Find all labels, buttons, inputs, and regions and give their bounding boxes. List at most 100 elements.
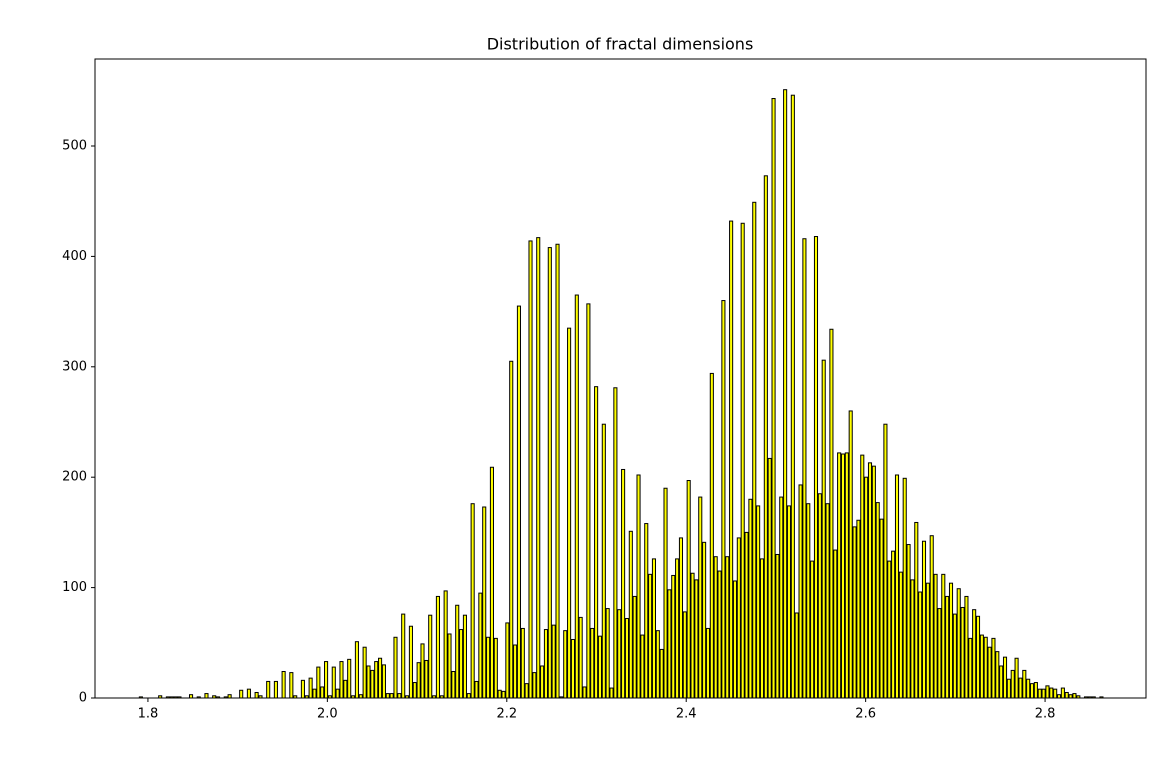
bar <box>713 556 718 699</box>
plot-frame <box>94 58 1147 699</box>
bar <box>864 476 869 699</box>
y-tick-label: 300 <box>62 359 87 374</box>
bar <box>497 689 502 699</box>
bar <box>459 629 464 699</box>
bar <box>424 659 429 699</box>
bar <box>717 570 722 699</box>
bar <box>362 646 367 699</box>
bar <box>486 636 491 699</box>
bar <box>813 236 819 699</box>
bar <box>513 644 518 699</box>
bar <box>408 625 413 699</box>
bar <box>817 493 822 699</box>
y-tick-label: 200 <box>62 470 87 485</box>
bar <box>929 535 934 699</box>
bar <box>412 682 417 699</box>
bar <box>667 589 672 699</box>
bar <box>740 222 745 699</box>
bar <box>979 634 984 699</box>
bar <box>779 496 784 699</box>
bar <box>613 387 618 699</box>
bar <box>347 658 352 699</box>
bar <box>802 238 807 699</box>
bar <box>690 572 695 699</box>
bar <box>1060 687 1065 699</box>
bar <box>370 669 375 699</box>
bar <box>540 665 545 699</box>
bar <box>686 480 691 699</box>
bar <box>478 592 483 699</box>
bar <box>447 633 452 699</box>
bar <box>837 452 842 699</box>
bar <box>891 550 896 699</box>
bar <box>956 588 961 699</box>
bar <box>732 580 738 699</box>
bar <box>1053 688 1058 699</box>
bar <box>628 530 633 699</box>
bar <box>1045 685 1050 699</box>
bar <box>775 553 780 699</box>
bar <box>879 518 884 699</box>
bar <box>833 549 838 699</box>
bar <box>509 360 514 699</box>
bar <box>621 468 626 699</box>
bar <box>435 595 440 699</box>
bar <box>617 609 622 699</box>
bar <box>941 573 946 699</box>
bar <box>852 526 857 699</box>
bar <box>721 300 726 699</box>
bar <box>663 487 668 699</box>
bar <box>894 474 900 699</box>
bar <box>563 630 568 699</box>
bar <box>636 474 641 699</box>
bar <box>590 627 595 699</box>
bar <box>821 359 826 699</box>
bar <box>420 643 425 699</box>
bar <box>567 327 572 699</box>
bar <box>763 175 768 699</box>
bar <box>725 556 730 699</box>
bar <box>910 579 915 699</box>
bar <box>335 688 340 699</box>
bar <box>574 294 579 699</box>
bar <box>501 690 506 699</box>
bar <box>1014 657 1019 699</box>
bar <box>204 693 209 699</box>
bar <box>829 328 834 699</box>
bar <box>1010 669 1015 699</box>
bar <box>991 637 996 699</box>
y-tick-label: 500 <box>62 138 87 153</box>
bar <box>783 89 788 699</box>
bar <box>489 466 494 699</box>
bar <box>794 612 799 699</box>
bar <box>705 627 711 699</box>
bar <box>455 604 460 699</box>
bar <box>914 521 919 699</box>
x-tick-label: 2.0 <box>317 707 338 722</box>
bar <box>594 386 599 699</box>
bar <box>825 503 830 699</box>
bar <box>844 452 849 699</box>
bar <box>975 615 981 699</box>
bar <box>651 558 657 699</box>
bar <box>1072 693 1077 699</box>
bar <box>744 531 749 699</box>
bar <box>856 519 861 699</box>
bar <box>921 540 927 699</box>
bar <box>570 638 575 699</box>
bar <box>451 671 456 699</box>
bar <box>1041 688 1046 699</box>
bar <box>300 679 305 699</box>
bar <box>937 608 942 699</box>
bar <box>316 666 321 699</box>
bar <box>586 303 591 699</box>
bar <box>790 94 795 699</box>
bar <box>798 484 803 699</box>
bar <box>972 609 977 699</box>
bar <box>709 372 714 699</box>
bar <box>254 691 259 699</box>
bar <box>848 410 853 699</box>
bar <box>273 680 278 699</box>
bar <box>354 641 359 699</box>
bar <box>644 523 649 699</box>
